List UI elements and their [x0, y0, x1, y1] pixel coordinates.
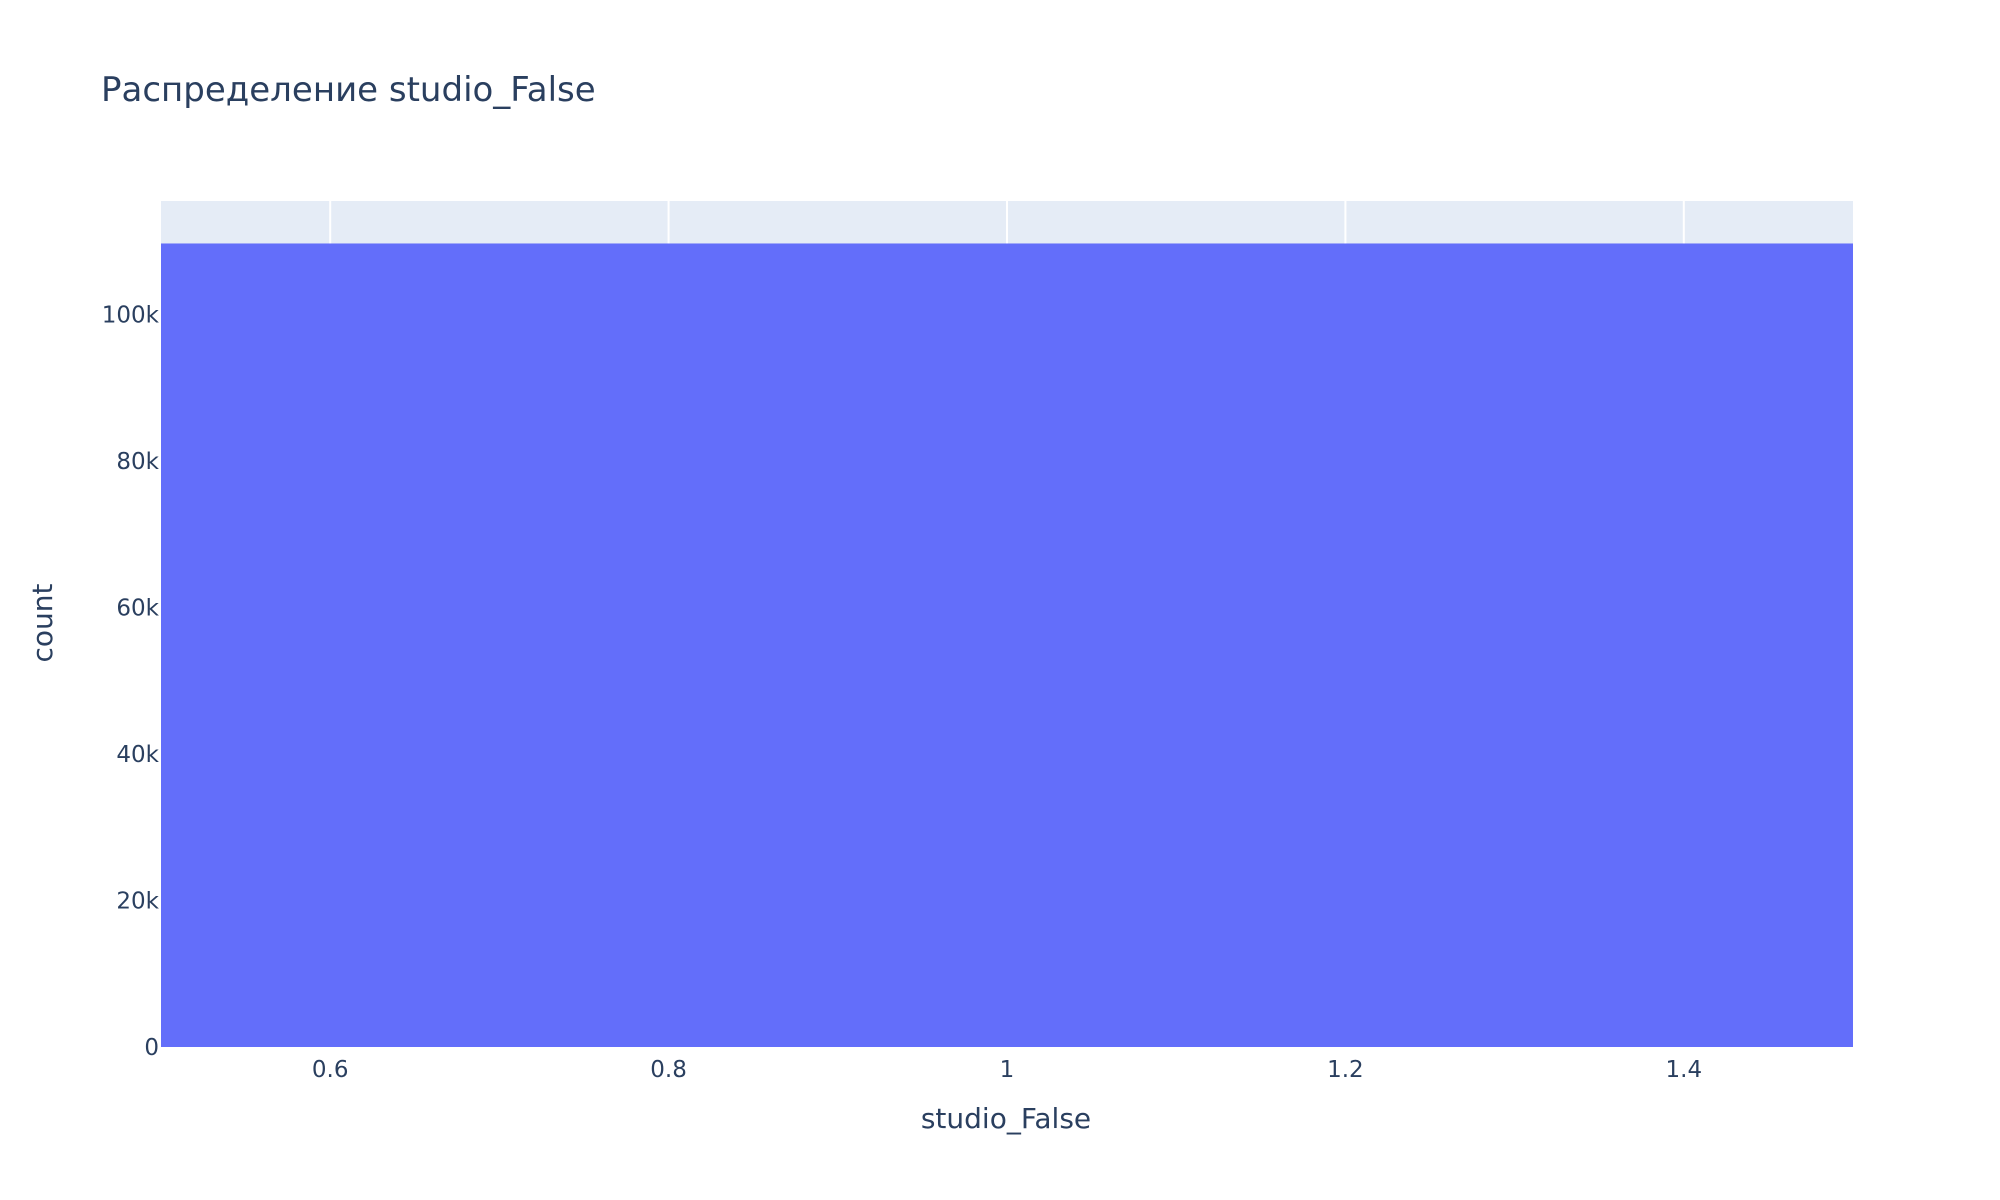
y-tick-label: 0 — [144, 1035, 159, 1061]
y-tick-label: 80k — [116, 449, 159, 475]
bars — [161, 243, 1853, 1047]
x-tick-label: 1.2 — [1327, 1057, 1364, 1083]
x-tick-label: 1.4 — [1666, 1057, 1703, 1083]
chart-title: Распределение studio_False — [101, 70, 596, 110]
bar — [161, 243, 1853, 1047]
x-axis-title: studio_False — [921, 1102, 1091, 1135]
y-axis-title: count — [26, 583, 59, 662]
x-tick-label: 1 — [1000, 1057, 1015, 1083]
x-tick-label: 0.8 — [650, 1057, 687, 1083]
x-axis-ticks: 0.6 0.8 1 1.2 1.4 — [312, 1057, 1702, 1083]
y-axis-ticks: 0 20k 40k 60k 80k 100k — [102, 303, 160, 1061]
y-tick-label: 100k — [102, 303, 160, 329]
y-tick-label: 40k — [116, 742, 159, 768]
y-tick-label: 20k — [116, 889, 159, 915]
x-tick-label: 0.6 — [312, 1057, 349, 1083]
y-tick-label: 60k — [116, 596, 159, 622]
